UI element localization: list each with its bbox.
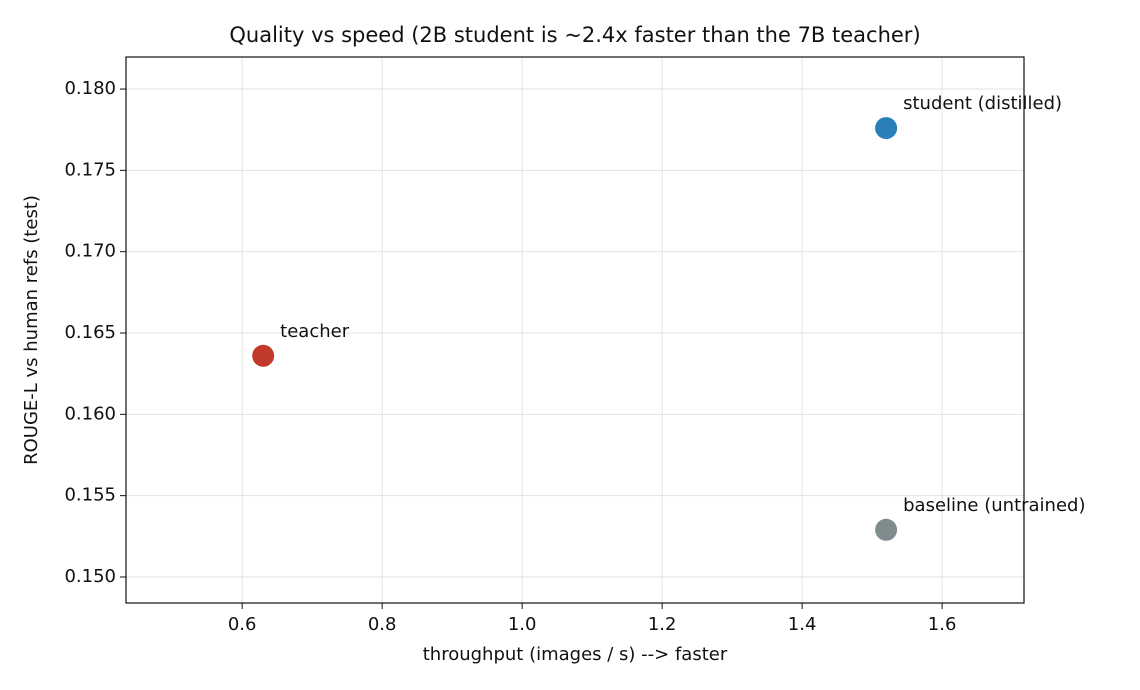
y-tick-label: 0.150 — [64, 566, 116, 587]
x-axis-label: throughput (images / s) --> faster — [423, 644, 728, 665]
y-tick-label: 0.180 — [64, 78, 116, 99]
point-label: baseline (untrained) — [903, 495, 1085, 516]
point-label: teacher — [280, 321, 350, 342]
y-tick-label: 0.160 — [64, 403, 116, 424]
y-tick-label: 0.170 — [64, 241, 116, 262]
x-tick-label: 1.2 — [648, 614, 677, 635]
point — [875, 117, 898, 140]
point — [875, 518, 898, 541]
x-tick-label: 0.8 — [368, 614, 397, 635]
chart-title: Quality vs speed (2B student is ~2.4x fa… — [229, 23, 920, 47]
x-tick-label: 1.6 — [928, 614, 957, 635]
x-tick-label: 1.0 — [508, 614, 537, 635]
x-tick-label: 0.6 — [228, 614, 257, 635]
y-axis-label: ROUGE-L vs human refs (test) — [21, 195, 42, 465]
plot-frame — [125, 56, 1025, 604]
x-tick-label: 1.4 — [788, 614, 817, 635]
point-label: student (distilled) — [903, 93, 1062, 114]
y-tick-label: 0.175 — [64, 159, 116, 180]
point — [252, 344, 275, 367]
y-tick-label: 0.155 — [64, 485, 116, 506]
y-tick-label: 0.165 — [64, 322, 116, 343]
